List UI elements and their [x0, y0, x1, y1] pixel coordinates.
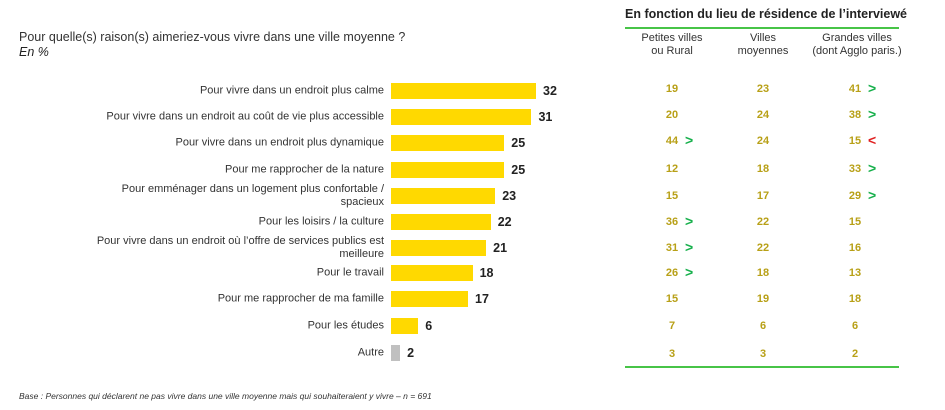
column-header-line: Petites villes: [641, 32, 703, 44]
bar: [391, 318, 419, 334]
bar: [391, 135, 505, 151]
table-cell: 20: [665, 109, 679, 121]
bar-value-label: 18: [479, 266, 494, 280]
category-label: Pour les études: [307, 319, 384, 332]
column-header-line: Grandes villes: [822, 32, 892, 44]
table-cell: 41: [848, 83, 862, 95]
bar-value-label: 23: [502, 189, 517, 203]
significantly-higher-icon: >: [685, 213, 694, 230]
breakdown-top-rule: [625, 27, 899, 29]
category-label: Pour vivre dans un endroit où l’offre de…: [96, 235, 384, 260]
table-cell: 18: [756, 267, 770, 279]
bar-value-label: 2: [407, 346, 415, 360]
table-cell: 33: [848, 163, 862, 175]
table-cell: 6: [851, 320, 859, 332]
significantly-higher-icon: >: [868, 187, 877, 204]
category-label: Pour vivre dans un endroit plus calme: [199, 84, 384, 97]
table-cell: 3: [759, 348, 767, 360]
table-cell: 26: [665, 267, 679, 279]
category-label: Pour vivre dans un endroit plus dynamiqu…: [175, 136, 384, 149]
bar-value-label: 25: [511, 136, 526, 150]
table-cell: 17: [756, 190, 770, 202]
significantly-higher-icon: >: [685, 132, 694, 149]
breakdown-bottom-rule: [625, 366, 899, 368]
chart-unit: En %: [19, 45, 49, 59]
significantly-higher-icon: >: [868, 160, 877, 177]
significantly-higher-icon: >: [685, 264, 694, 281]
table-cell: 24: [756, 135, 770, 147]
bar-value-label: 21: [493, 241, 508, 255]
bar: [391, 291, 469, 307]
bar-value-label: 32: [543, 84, 557, 98]
table-cell: 18: [848, 293, 862, 305]
table-cell: 18: [756, 163, 770, 175]
table-cell: 12: [665, 163, 679, 175]
bar: [391, 345, 401, 361]
table-cell: 15: [848, 135, 862, 147]
column-header-line: ou Rural: [651, 45, 693, 57]
bar: [391, 214, 491, 230]
category-label: Pour me rapprocher de la nature: [225, 163, 384, 176]
category-label: Pour emménager dans un logement plus con…: [121, 183, 384, 208]
bar: [391, 162, 505, 178]
significantly-higher-icon: >: [868, 80, 877, 97]
bar: [391, 265, 473, 281]
column-header-petites-villes: Petites villes ou Rural: [617, 32, 727, 58]
table-cell: 22: [756, 242, 770, 254]
column-header-villes-moyennes: Villes moyennes: [708, 32, 818, 58]
category-label: Pour vivre dans un endroit au coût de vi…: [106, 110, 384, 123]
table-cell: 38: [848, 109, 862, 121]
table-cell: 13: [848, 267, 862, 279]
bar-value-label: 25: [511, 163, 526, 177]
table-cell: 19: [756, 293, 770, 305]
significantly-higher-icon: >: [868, 106, 877, 123]
bar: [391, 83, 536, 99]
category-label: Pour le travail: [316, 266, 384, 279]
table-cell: 23: [756, 83, 770, 95]
table-cell: 3: [668, 348, 676, 360]
table-cell: 29: [848, 190, 862, 202]
bar: [391, 109, 532, 125]
table-cell: 44: [665, 135, 679, 147]
table-cell: 16: [848, 242, 862, 254]
table-cell: 15: [848, 216, 862, 228]
category-label: Pour les loisirs / la culture: [258, 215, 384, 228]
category-label: Autre: [357, 346, 384, 359]
table-cell: 36: [665, 216, 679, 228]
base-footnote: Base : Personnes qui déclarent ne pas vi…: [19, 391, 432, 401]
bar-value-label: 17: [475, 292, 489, 306]
table-cell: 6: [759, 320, 767, 332]
table-cell: 24: [756, 109, 770, 121]
column-header-line: Villes: [749, 32, 777, 44]
category-label: Pour me rapprocher de ma famille: [217, 292, 384, 305]
bar: [391, 240, 487, 256]
table-cell: 31: [665, 242, 679, 254]
column-header-line: moyennes: [737, 45, 789, 57]
bar: [391, 188, 496, 204]
significantly-higher-icon: >: [685, 239, 694, 256]
table-cell: 15: [665, 190, 679, 202]
table-cell: 15: [665, 293, 679, 305]
table-cell: 22: [756, 216, 770, 228]
column-header-line: (dont Agglo paris.): [812, 45, 902, 57]
significantly-lower-icon: <: [868, 132, 877, 149]
table-cell: 7: [668, 320, 676, 332]
chart-question: Pour quelle(s) raison(s) aimeriez-vous v…: [19, 30, 406, 44]
table-cell: 2: [851, 348, 859, 360]
breakdown-title: En fonction du lieu de résidence de l’in…: [625, 7, 908, 21]
column-header-grandes-villes: Grandes villes (dont Agglo paris.): [802, 32, 912, 58]
table-cell: 19: [665, 83, 679, 95]
bar-value-label: 6: [425, 319, 433, 333]
bar-value-label: 22: [497, 215, 512, 229]
bar-value-label: 31: [538, 110, 553, 124]
